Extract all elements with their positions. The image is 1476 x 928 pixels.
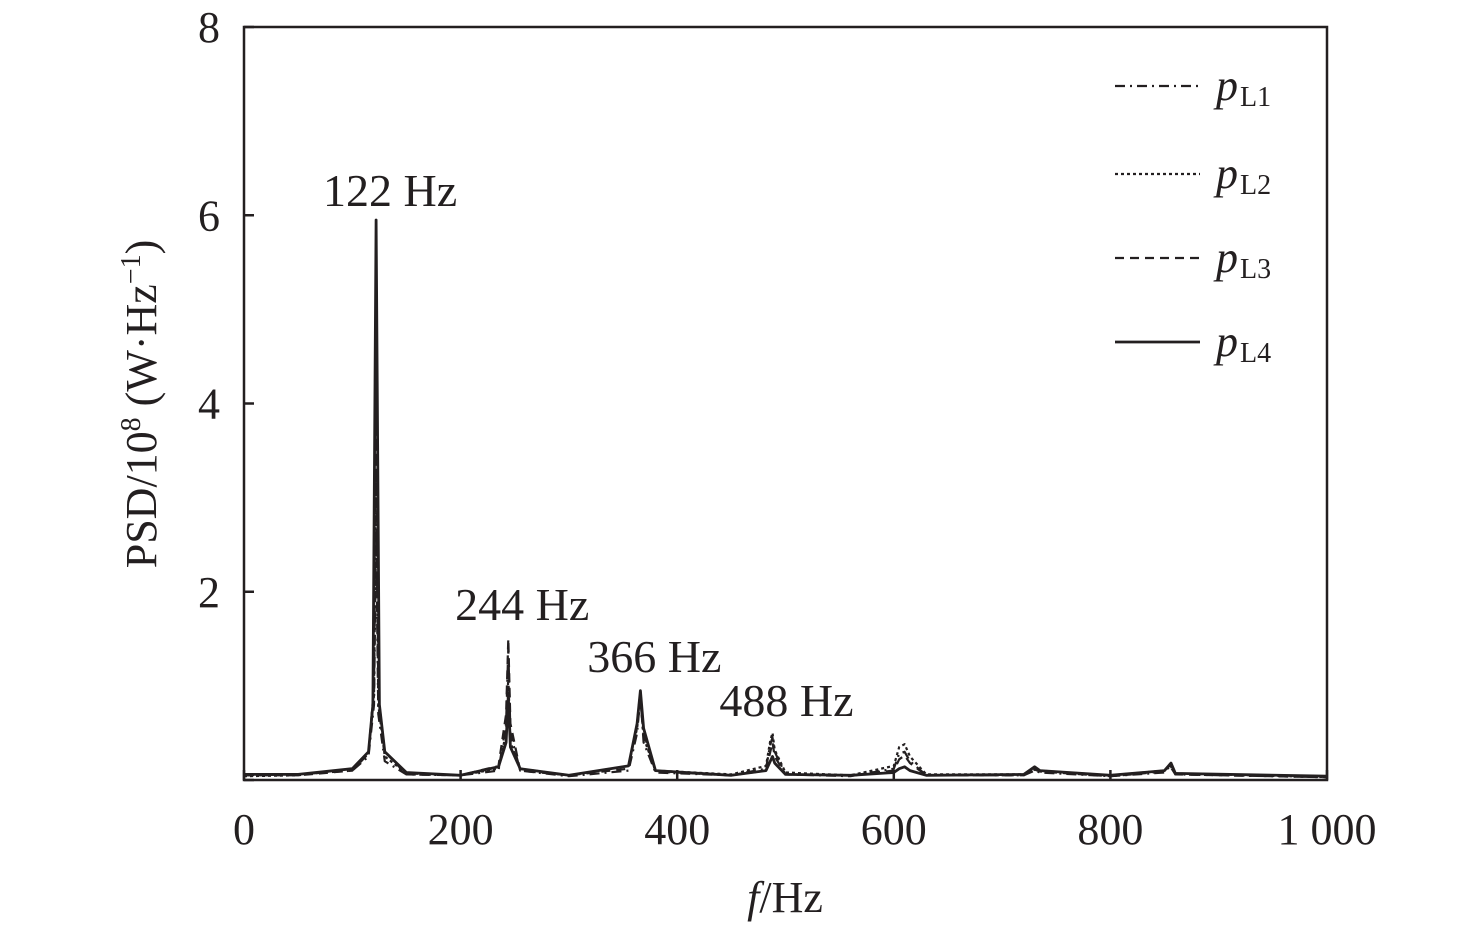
peak-label: 366 Hz (587, 631, 721, 682)
series-line-pl2 (243, 477, 1328, 779)
y-axis-title: PSD/108 (W·Hz−1) (116, 240, 166, 569)
x-tick-label: 1 000 (1278, 805, 1377, 854)
legend-label: pL2 (1213, 149, 1271, 201)
x-tick-label: 800 (1077, 805, 1143, 854)
x-tick-label: 600 (861, 805, 927, 854)
series-group (243, 218, 1328, 779)
legend-label: pL4 (1213, 317, 1271, 369)
series-line-pl4 (244, 218, 1328, 778)
legend-label: pL3 (1213, 233, 1271, 285)
x-axis-title: f/Hz (747, 873, 823, 922)
axes: 0 200 400 600 800 1 000 2 4 6 8 (198, 3, 1377, 854)
x-tick-label: 0 (233, 805, 255, 854)
y-tick-label: 6 (198, 191, 220, 240)
y-tick-label: 2 (198, 568, 220, 617)
peak-label: 488 Hz (719, 675, 853, 726)
x-tick-label: 200 (428, 805, 494, 854)
series-line-pl1 (243, 534, 1328, 779)
peak-label: 244 Hz (455, 579, 589, 630)
x-tick-label: 400 (644, 805, 710, 854)
plot-frame (242, 25, 1329, 782)
legend: pL1 pL2 pL3 pL4 (1115, 61, 1271, 369)
legend-label: pL1 (1213, 61, 1271, 113)
y-tick-label: 8 (198, 3, 220, 52)
y-tick-label: 4 (198, 380, 220, 429)
peak-label: 122 Hz (323, 165, 457, 216)
